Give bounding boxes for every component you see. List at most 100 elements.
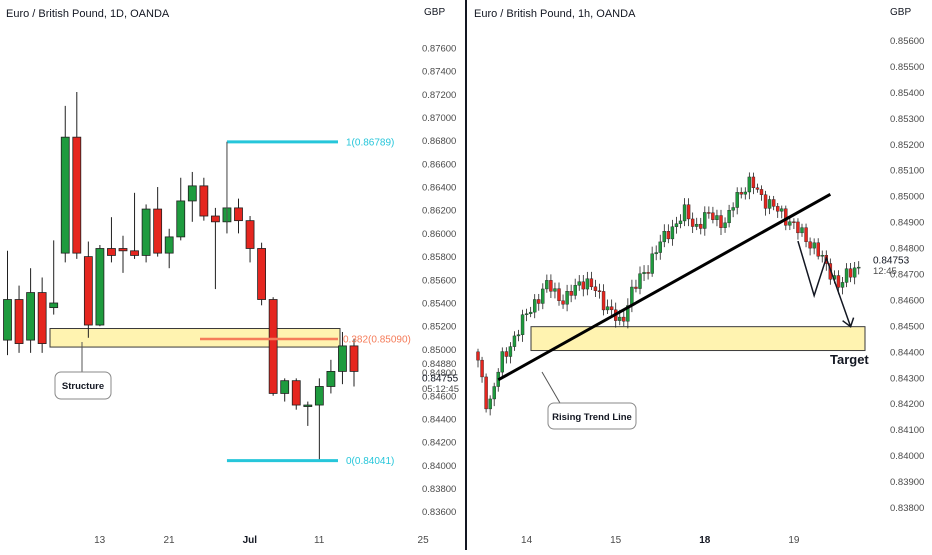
candle-body <box>176 200 186 238</box>
candle-body <box>723 222 727 228</box>
candle-body <box>836 275 841 288</box>
candle-body <box>553 288 557 292</box>
candle-body <box>537 299 541 304</box>
candle-body <box>585 278 590 290</box>
candle-body <box>500 351 504 373</box>
candle-body <box>589 278 594 288</box>
y-tick-label: 0.84400 <box>890 347 924 358</box>
y-tick-label: 0.84300 <box>890 373 924 384</box>
countdown-tag: 05:12:45 <box>422 384 459 395</box>
candle-body <box>593 286 598 291</box>
y-tick-label: 0.84800 <box>422 368 456 379</box>
candle-body <box>731 207 735 211</box>
candle-body <box>508 346 513 357</box>
y-tick-label: 0.85600 <box>890 36 924 47</box>
candle-body <box>234 207 243 222</box>
candle-body <box>670 226 675 240</box>
y-tick-label: 0.85600 <box>422 275 456 286</box>
candle-body <box>646 272 650 274</box>
y-tick-label: 0.85400 <box>890 88 924 99</box>
candle-body <box>820 255 824 257</box>
candle-body <box>808 241 812 249</box>
candle-body <box>107 248 116 256</box>
candle-body <box>638 273 642 289</box>
candle-body <box>541 288 545 304</box>
candle-body <box>141 208 151 256</box>
candle-body <box>492 386 496 400</box>
candle-body <box>776 206 780 212</box>
candle-body <box>26 292 36 341</box>
fib-label: 1(0.86789) <box>346 137 394 148</box>
y-tick-label: 0.85000 <box>422 345 456 356</box>
projection-path-group <box>797 240 855 328</box>
candle-body <box>95 248 105 326</box>
candle-body <box>622 316 626 322</box>
candle-body <box>83 256 93 326</box>
candle-body <box>609 306 614 311</box>
candle-body <box>739 192 743 195</box>
callout-box <box>547 402 637 430</box>
left-chart-panel[interactable]: Euro / British Pound, 1D, OANDA GBP 0.87… <box>3 7 459 546</box>
candle-body <box>796 221 800 234</box>
y-tick-label: 0.84200 <box>890 399 924 410</box>
trend-line-group <box>497 193 832 382</box>
projection-arrowhead <box>842 317 855 328</box>
left-chart-title: Euro / British Pound, 1D, OANDA <box>6 8 170 20</box>
candle-body <box>549 280 553 292</box>
y-tick-label: 0.84500 <box>890 321 924 332</box>
y-tick-label: 0.84400 <box>422 414 456 425</box>
candle-body <box>349 345 359 372</box>
candle-body <box>37 292 47 344</box>
y-tick-label: 0.84600 <box>422 391 456 402</box>
x-tick-label: 19 <box>788 535 800 546</box>
target-zone <box>530 326 866 352</box>
y-tick-label: 0.85400 <box>422 298 456 309</box>
candle-body <box>524 313 529 315</box>
candle-body <box>533 299 537 313</box>
candle-body <box>488 398 492 410</box>
x-tick-label: 11 <box>314 535 325 546</box>
candle-body <box>561 300 565 305</box>
candle-body <box>695 223 699 227</box>
left-y-ticks: 0.87600 0.87400 0.87200 0.87000 0.86800 0.866… <box>422 43 456 518</box>
current-price-tag: 0.84755 <box>422 373 459 384</box>
x-tick-label: 13 <box>94 535 106 546</box>
countdown-tag: 12:45 <box>873 266 897 277</box>
ghost-price-tag: 0.84880 <box>422 359 456 370</box>
candle-body <box>338 345 347 372</box>
candle-body <box>268 299 278 394</box>
candle-body <box>707 212 711 214</box>
candle-body <box>780 208 784 212</box>
right-chart-panel[interactable]: Euro / British Pound, 1h, OANDA GBP 0.85… <box>474 7 924 546</box>
candle-body <box>771 199 776 207</box>
candle-body <box>520 314 525 335</box>
candle-body <box>484 376 488 410</box>
y-tick-label: 0.83800 <box>890 503 924 514</box>
candle-body <box>60 136 70 254</box>
candle-body <box>257 248 267 300</box>
candle-body <box>245 220 255 249</box>
candle-body <box>314 386 324 406</box>
structure-zone-group <box>49 328 341 348</box>
callout-label: Structure <box>62 381 104 392</box>
right-y-axis-label: GBP <box>890 7 911 18</box>
candle-body <box>605 306 610 311</box>
candle-body <box>759 189 764 195</box>
candle-body <box>476 351 480 361</box>
candle-body <box>662 231 666 243</box>
y-tick-label: 0.84200 <box>422 438 456 449</box>
candle-body <box>857 266 861 269</box>
candle-body <box>715 215 719 220</box>
left-x-ticks: 13 21 Jul 11 25 <box>94 535 429 546</box>
candle-body <box>512 335 517 347</box>
y-tick-label: 0.87000 <box>422 113 456 124</box>
candle-body <box>686 204 691 220</box>
candle-body <box>199 185 209 217</box>
candle-body <box>528 311 533 314</box>
candle-body <box>763 194 768 209</box>
candle-body <box>743 191 747 195</box>
y-tick-label: 0.84600 <box>890 295 924 306</box>
y-tick-label: 0.87600 <box>422 43 456 54</box>
